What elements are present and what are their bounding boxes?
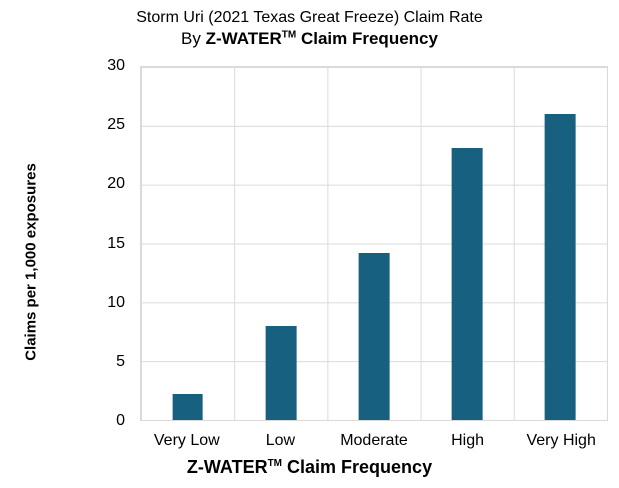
bar-column [514,67,607,420]
bar-column [421,67,514,420]
x-tick-labels: Very Low Low Moderate High Very High [140,432,608,450]
bar-column [327,67,420,420]
chart-title: Storm Uri (2021 Texas Great Freeze) Clai… [0,7,619,49]
y-tick-label: 30 [107,57,125,74]
y-tick-label: 20 [107,175,125,193]
bar-column [234,67,327,420]
x-axis-label: Z-WATERTM Claim Frequency [0,457,619,478]
chart-title-line1: Storm Uri (2021 Texas Great Freeze) Clai… [136,9,483,26]
y-tick-label: 15 [107,234,125,252]
x-tick-label: High [451,432,485,449]
x-tick-label: Low [265,432,296,449]
trademark-symbol: TM [281,29,297,41]
y-tick-labels: 0 5 10 15 20 25 30 [0,57,125,429]
bar-high [451,148,483,420]
bar-column [141,67,234,420]
plot-area [140,66,608,421]
bar-very-low [172,394,203,420]
y-tick-label: 0 [116,412,125,429]
y-tick-label: 5 [116,352,125,370]
chart-title-line2: By Z-WATERTM Claim Frequency [0,28,619,49]
y-tick-label: 10 [107,293,125,311]
title-by-prefix: By [181,29,206,48]
bar-low [265,325,297,420]
x-tick-label: Moderate [340,432,408,449]
xlabel-brand-name: Z-WATER [186,457,268,477]
x-tick-label: Very Low [153,432,220,449]
trademark-symbol: TM [267,458,283,469]
x-tick-label: Very High [526,432,596,449]
y-tick-label: 25 [107,116,125,134]
bar-very-high [545,114,576,420]
title-brand-suffix: Claim Frequency [296,29,438,48]
title-brand-name: Z-WATER [205,29,282,48]
xlabel-suffix: Claim Frequency [282,457,433,477]
bar-moderate [358,252,390,420]
